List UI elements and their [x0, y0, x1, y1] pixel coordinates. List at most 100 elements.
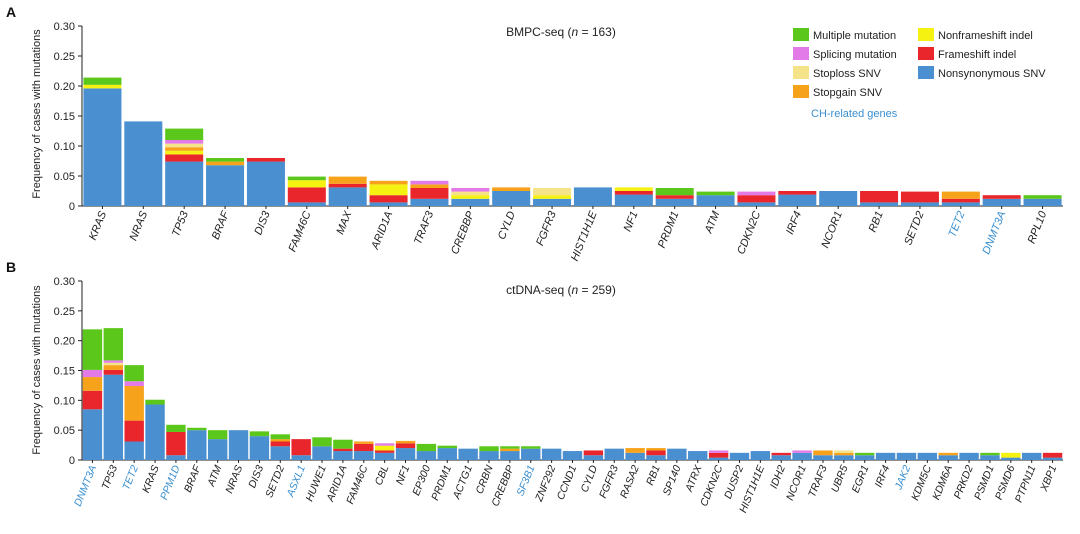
panel-b-bar-nras-nonsynonymous-snv [228, 430, 249, 460]
panel-a-label: A [6, 4, 16, 20]
panel-b-x-label-cyld: CYLD [579, 463, 601, 494]
panel-b-bar-huwe1-multiple-mutation [312, 437, 332, 447]
panel-a-x-label-nf1: NF1 [622, 210, 641, 234]
panel-a-bar-fam46c-frameshift-indel [287, 187, 326, 203]
panel-b-bar-irf4-nonsynonymous-snv [875, 452, 896, 460]
panel-b-bar-cbl-nonframeshift-indel [374, 445, 395, 451]
panel-b-bar-asxl1-nonsynonymous-snv [291, 455, 311, 460]
panel-a-x-label-arid1a: ARID1A [369, 210, 395, 252]
panel-b-bar-fam46c-stopgain-snv [354, 441, 374, 444]
panel-b-x-label-egr1: EGR1 [850, 464, 872, 495]
panel-b-x-label-rb1: RB1 [644, 464, 663, 487]
panel-b-bar-sp140-nonsynonymous-snv [667, 448, 687, 460]
panel-b-bar-cyld-frameshift-indel [583, 450, 604, 456]
panel-a-bar-crebbp-splicing-mutation [451, 188, 490, 192]
panel-b-bar-egr1-multiple-mutation [855, 452, 875, 456]
legend-label-frameshift-indel: Frameshift indel [938, 49, 1016, 61]
panel-b-bar-dnmt3a-splicing-mutation [82, 369, 103, 378]
panel-b-bar-fam46c-nonsynonymous-snv [354, 451, 374, 460]
panel-a-bar-tp53-nonframeshift-indel [165, 150, 204, 155]
panel-b-bar-tp53-multiple-mutation [103, 328, 124, 361]
panel-b-bar-tp53-splicing-mutation [103, 360, 124, 363]
legend-swatch-nonframeshift-indel [918, 28, 934, 41]
panel-b-x-label-ncor1: NCOR1 [784, 464, 809, 503]
panel-b-bar-tp53-stopgain-snv [103, 365, 124, 370]
panel-a-bar-braf-multiple-mutation [206, 158, 245, 162]
panel-a-bar-kras-multiple-mutation [83, 77, 122, 85]
panel-a-bar-braf-nonsynonymous-snv [206, 165, 245, 206]
panel-b-x-label-xbp1: XBP1 [1038, 464, 1060, 494]
panel-b-bar-tet2-nonsynonymous-snv [124, 441, 144, 460]
panel-b-bar-psmd6-nonframeshift-indel [1001, 452, 1021, 458]
panel-a-x-label-prdm1: PRDM1 [656, 210, 682, 250]
panel-b-bar-hist1h1e-nonsynonymous-snv [750, 451, 771, 460]
panel-a-bar-irf4-nonsynonymous-snv [778, 194, 817, 206]
panel-b-bar-ppm1d-nonsynonymous-snv [166, 455, 186, 460]
panel-a-x-label-tp53: TP53 [170, 209, 191, 239]
legend: Multiple mutation Splicing mutation Stoplo… [793, 28, 1046, 120]
panel-b-bar-idh2-nonsynonymous-snv [771, 455, 791, 460]
panel-b-bar-asxl1-frameshift-indel [291, 439, 311, 456]
panel-a-bar-setd2-nonsynonymous-snv [900, 202, 939, 206]
panel-a-x-label-hist1h1e: HIST1H1E [569, 209, 600, 263]
panel-a-y-tick-label: 0.20 [54, 81, 75, 93]
panel-a-bar-nf1-frameshift-indel [614, 191, 653, 195]
panel-a-x-label-rb1: RB1 [867, 210, 886, 234]
panel-b-bar-tp53-frameshift-indel [103, 369, 124, 375]
panel-b-bar-ep300-multiple-mutation [416, 443, 437, 452]
panel-b-bar-tp53-nonsynonymous-snv [103, 374, 124, 460]
panel-a-x-label-ncor1: NCOR1 [819, 210, 845, 250]
panel-a-bar-nf1-nonsynonymous-snv [614, 194, 653, 206]
panel-b-bar-rasa2-stopgain-snv [625, 448, 645, 453]
panel-a-bar-setd2-frameshift-indel [900, 191, 939, 203]
legend-label-splicing-mutation: Splicing mutation [813, 49, 897, 61]
panel-b-x-label-crbn: CRBN [474, 463, 496, 495]
panel-a-bar-hist1h1e-nonsynonymous-snv [573, 187, 612, 206]
panel-b-bar-arid1a-multiple-mutation [333, 439, 353, 449]
panel-a-bar-kras-nonsynonymous-snv [83, 88, 122, 206]
panel-b-bar-ppm1d-multiple-mutation [166, 424, 186, 432]
panel-b-bar-cyld-nonsynonymous-snv [583, 455, 604, 460]
panel-a-x-label-max: MAX [334, 209, 354, 236]
panel-b-title: ctDNA-seq (n = 259) [506, 283, 616, 297]
panel-a-x-label-setd2: SETD2 [902, 210, 926, 247]
panel-b-y-tick-label: 0 [69, 455, 75, 467]
panel-a-bar-crebbp-stoploss-snv [451, 191, 490, 196]
panel-b-bar-traf3-nonsynonymous-snv [813, 455, 833, 460]
panel-a-bar-max-nonsynonymous-snv [328, 187, 367, 206]
panel-b-x-label-actg1: ACTG1 [450, 464, 475, 502]
panel-b-bar-ccnd1-nonsynonymous-snv [562, 451, 583, 460]
panel-a-bar-tp53-stopgain-snv [165, 147, 204, 151]
panel-b-bar-rasa2-nonsynonymous-snv [625, 452, 645, 460]
panel-b-bar-tet2-multiple-mutation [124, 365, 144, 382]
panel-b-x-label-sp140: SP140 [661, 463, 684, 497]
panel-a-x-label-braf: BRAF [210, 208, 233, 241]
panel-b-bar-ptpn11-nonsynonymous-snv [1021, 452, 1042, 460]
panel-a-x-label-cdkn2c: CDKN2C [735, 210, 763, 256]
panel-b-bar-sf3b1-nonsynonymous-snv [521, 448, 541, 460]
panel-b-y-tick-label: 0.05 [54, 425, 75, 437]
panel-a-bar-arid1a-nonframeshift-indel [369, 184, 408, 196]
panel-a-x-label-cyld: CYLD [496, 210, 518, 242]
panel-a-bar-prdm1-nonsynonymous-snv [655, 198, 694, 206]
panel-b-bar-kdm6a-stopgain-snv [938, 452, 958, 456]
panel-b-y-tick-label: 0.10 [54, 395, 75, 407]
panel-a-bar-rb1-nonsynonymous-snv [860, 202, 899, 206]
legend-swatch-nonsynonymous-snv [918, 66, 934, 79]
panel-b-bar-psmd1-nonsynonymous-snv [980, 455, 1000, 460]
panel-b-y-tick-label: 0.15 [54, 366, 75, 378]
panel-a-y-tick-label: 0.25 [54, 51, 75, 63]
panel-b-bar-actg1-nonsynonymous-snv [458, 448, 478, 460]
panel-a-bar-arid1a-stopgain-snv [369, 180, 408, 185]
panel-a-x-label-dnmt3a: DNMT3A [980, 210, 1008, 256]
panel-b-bar-setd2-stopgain-snv [270, 439, 290, 442]
panel-a-x-label-fam46c: FAM46C [287, 210, 314, 254]
panel-a-bar-fgfr3-nonframeshift-indel [533, 195, 572, 199]
panel-b-bar-ncor1-splicing-mutation [792, 450, 812, 453]
panel-a-bar-traf3-nonsynonymous-snv [410, 198, 449, 206]
panel-b-bar-atm-multiple-mutation [207, 430, 228, 440]
panel-b-bar-huwe1-nonsynonymous-snv [312, 446, 332, 460]
panel-a-bar-max-frameshift-indel [328, 183, 367, 188]
panel-b-bar-cdkn2c-nonsynonymous-snv [708, 457, 729, 460]
panel-a-x-label-nras: NRAS [128, 209, 151, 242]
